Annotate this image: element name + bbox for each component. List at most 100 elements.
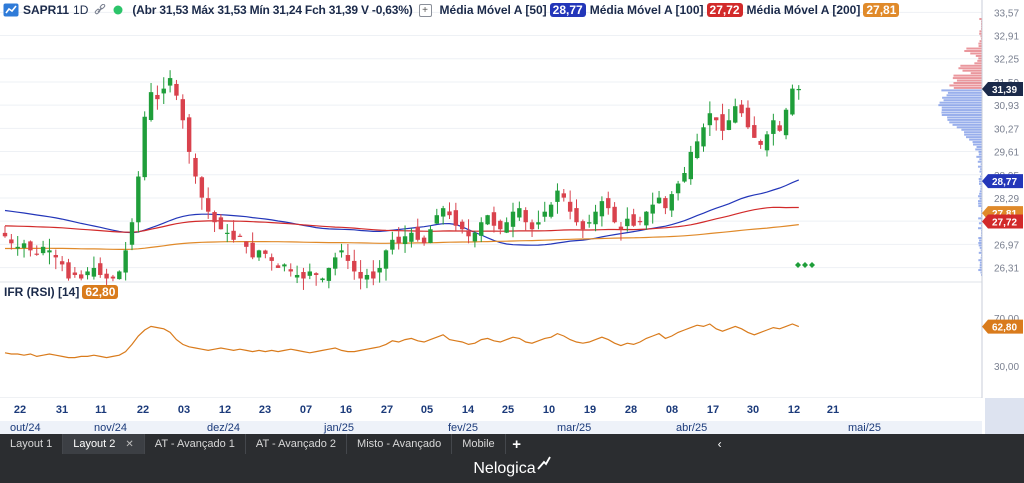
candle-body: [257, 250, 261, 257]
volume-profile-bar: [978, 217, 982, 219]
candle-body: [631, 214, 635, 226]
chart-logo-icon[interactable]: [3, 3, 19, 17]
ma200-label[interactable]: Média Móvel A [200]: [747, 3, 861, 17]
volume-profile-bar: [978, 43, 982, 45]
candle-body: [555, 191, 559, 202]
candle-body: [790, 89, 794, 115]
candle-body: [187, 117, 191, 152]
nelogica-logo: Nelogica: [473, 460, 550, 478]
tab-misto-avancado[interactable]: Misto - Avançado: [347, 434, 452, 454]
candle-body: [339, 250, 343, 252]
candle-body: [695, 141, 699, 158]
ma50-label[interactable]: Média Móvel A [50]: [440, 3, 547, 17]
symbol-label[interactable]: SAPR11: [23, 3, 69, 17]
candle-body: [447, 211, 451, 215]
volume-profile-bar: [969, 139, 982, 141]
month-label: abr/25: [676, 422, 707, 434]
add-indicator-button[interactable]: +: [419, 4, 432, 17]
date-tick-label: 22: [14, 404, 26, 416]
candle-body: [270, 257, 274, 261]
date-tick-label: 28: [625, 404, 637, 416]
price-tick-label: 30,93: [994, 101, 1019, 112]
rsi-tick-label: 30,00: [994, 362, 1019, 373]
volume-profile-bar: [973, 141, 982, 143]
volume-profile-bar: [978, 161, 982, 163]
volume-profile-bar: [978, 195, 982, 197]
brand-mark-icon: [537, 456, 551, 475]
candle-body: [454, 210, 458, 226]
volume-profile-bar: [978, 242, 982, 244]
volume-profile-bar: [961, 129, 982, 131]
candle-body: [314, 273, 318, 275]
volume-profile-bar: [958, 67, 982, 69]
candle-body: [149, 92, 153, 120]
date-tick-label: 19: [584, 404, 596, 416]
candle-body: [511, 212, 515, 227]
add-tab-button[interactable]: +: [506, 434, 528, 454]
candle-body: [517, 208, 521, 217]
tab-layout-2[interactable]: Layout 2 ✕: [63, 434, 145, 454]
ma100-label[interactable]: Média Móvel A [100]: [590, 3, 704, 17]
candle-body: [530, 222, 534, 229]
ma-price-label-text: 27,72: [992, 218, 1017, 229]
close-tab-icon[interactable]: ✕: [125, 439, 133, 450]
tab-layout-1[interactable]: Layout 1: [0, 434, 63, 454]
candle-body: [377, 268, 381, 273]
candle-body: [308, 271, 312, 275]
candle-body: [16, 247, 20, 249]
candle-body: [663, 198, 667, 208]
last-price-label-text: 31,39: [992, 85, 1017, 96]
ma100-value-badge: 27,72: [707, 3, 743, 17]
rsi-value-badge: 62,80: [82, 285, 118, 299]
volume-profile-bar: [978, 237, 982, 239]
timeframe-label[interactable]: 1D: [73, 3, 88, 17]
chain-link-icon[interactable]: [94, 4, 106, 16]
volume-profile-bar: [954, 75, 982, 77]
candle-body: [600, 201, 604, 216]
candle-body: [612, 207, 616, 222]
brand-name: Nelogica: [473, 460, 535, 478]
candle-body: [365, 275, 369, 280]
candle-body: [746, 108, 750, 128]
date-tick-label: 08: [666, 404, 678, 416]
candle-body: [498, 221, 502, 229]
footer-bar: Nelogica: [0, 454, 1024, 483]
candle-body: [276, 265, 280, 268]
month-label: jan/25: [323, 422, 354, 434]
volume-profile-bar: [978, 205, 982, 207]
month-label: out/24: [10, 422, 41, 434]
candle-body: [409, 233, 413, 242]
volume-profile-bar: [941, 112, 982, 114]
candle-body: [543, 212, 547, 217]
candle-body: [562, 193, 566, 197]
candle-body: [670, 194, 674, 210]
rsi-indicator-label[interactable]: IFR (RSI) [14] 62,80: [4, 285, 118, 299]
candle-body: [524, 210, 528, 222]
volume-profile-bar: [971, 72, 982, 74]
volume-profile-bar: [964, 131, 982, 133]
time-axis: 22 31 11 22 03 12 23 07 16 27 05 14 25 10 19 28 08 17 30 12…: [0, 398, 1024, 434]
price-axis: 33,5732,9132,2531,5930,9330,2729,6128,95…: [982, 0, 1024, 398]
volume-profile-bar: [977, 60, 982, 62]
candle-body: [479, 222, 483, 236]
candle-body: [22, 243, 26, 248]
scroll-tabs-left-icon[interactable]: ‹: [718, 437, 722, 451]
tab-mobile[interactable]: Mobile: [452, 434, 505, 454]
volume-profile-bar: [953, 124, 982, 126]
chart-canvas[interactable]: 33,5732,9132,2531,5930,9330,2729,6128,95…: [0, 0, 1024, 434]
price-tick-label: 33,57: [994, 8, 1019, 19]
candle-body: [282, 264, 286, 266]
candle-body: [765, 134, 769, 150]
volume-profile-bar: [978, 259, 982, 261]
tab-at-avancado-1[interactable]: AT - Avançado 1: [145, 434, 246, 454]
candle-body: [41, 247, 45, 253]
volume-profile-bar: [978, 200, 982, 202]
tab-at-avancado-2[interactable]: AT - Avançado 2: [246, 434, 347, 454]
candle-body: [689, 152, 693, 179]
volume-profile-bar: [947, 119, 982, 121]
candle-body: [79, 274, 83, 278]
volume-profile-bar: [938, 104, 982, 106]
date-tick-label: 07: [300, 404, 312, 416]
candle-body: [9, 239, 13, 243]
